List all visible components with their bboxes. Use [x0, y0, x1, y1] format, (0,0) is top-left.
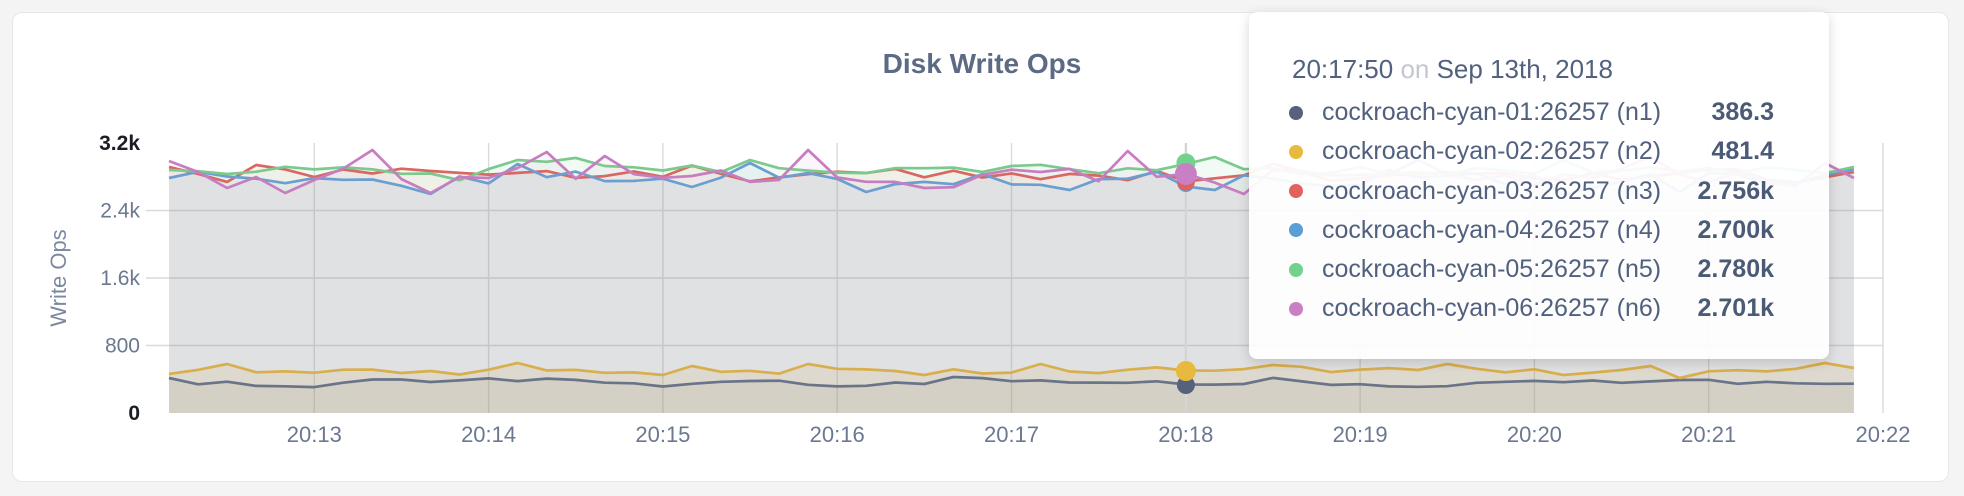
svg-text:0: 0 [128, 402, 140, 425]
svg-text:20:20: 20:20 [1507, 422, 1562, 447]
svg-text:20:17: 20:17 [984, 422, 1039, 447]
svg-text:20:14: 20:14 [461, 422, 516, 447]
svg-text:20:22: 20:22 [1855, 422, 1910, 447]
svg-text:20:19: 20:19 [1333, 422, 1388, 447]
svg-text:2.4k: 2.4k [100, 200, 140, 223]
svg-text:20:21: 20:21 [1681, 422, 1736, 447]
svg-text:20:16: 20:16 [810, 422, 865, 447]
svg-text:Write Ops: Write Ops [46, 229, 71, 326]
svg-text:20:13: 20:13 [287, 422, 342, 447]
svg-text:20:18: 20:18 [1158, 422, 1213, 447]
svg-text:20:15: 20:15 [635, 422, 690, 447]
svg-text:1.6k: 1.6k [100, 267, 140, 290]
svg-text:3.2k: 3.2k [99, 132, 140, 155]
svg-text:800: 800 [105, 335, 140, 358]
